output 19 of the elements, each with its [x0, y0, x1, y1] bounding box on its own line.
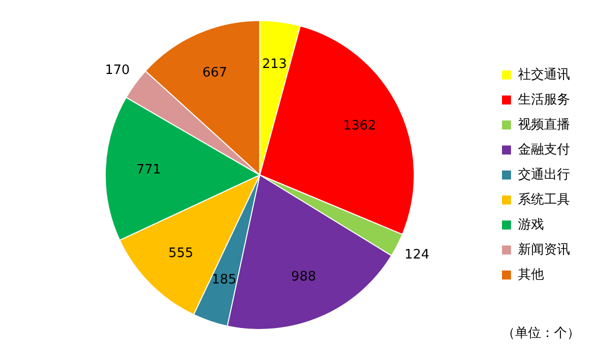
text: （单位：个）	[502, 325, 580, 342]
legend-label: 金融支付	[518, 142, 570, 158]
legend-label: 生活服务	[518, 92, 570, 108]
legend-label: 游戏	[518, 217, 544, 232]
data-label: 1362	[343, 118, 376, 134]
data-label: 988	[291, 270, 316, 285]
data-label: 170	[104, 63, 130, 78]
legend-label: 新闻资讯	[518, 242, 570, 258]
legend-label: 系统工具	[518, 192, 570, 208]
legend-label: 视频直播	[518, 117, 570, 132]
data-label: 124	[404, 248, 430, 263]
legend-label: 其他	[518, 267, 544, 282]
data-label: 771	[136, 162, 162, 178]
data-label: 185	[212, 272, 236, 288]
data-label: 555	[168, 246, 194, 261]
legend-label: 交通出行	[518, 166, 570, 182]
data-label: 213	[262, 57, 287, 72]
data-label: 667	[202, 66, 228, 81]
legend-label: 社交通讯	[518, 66, 570, 82]
